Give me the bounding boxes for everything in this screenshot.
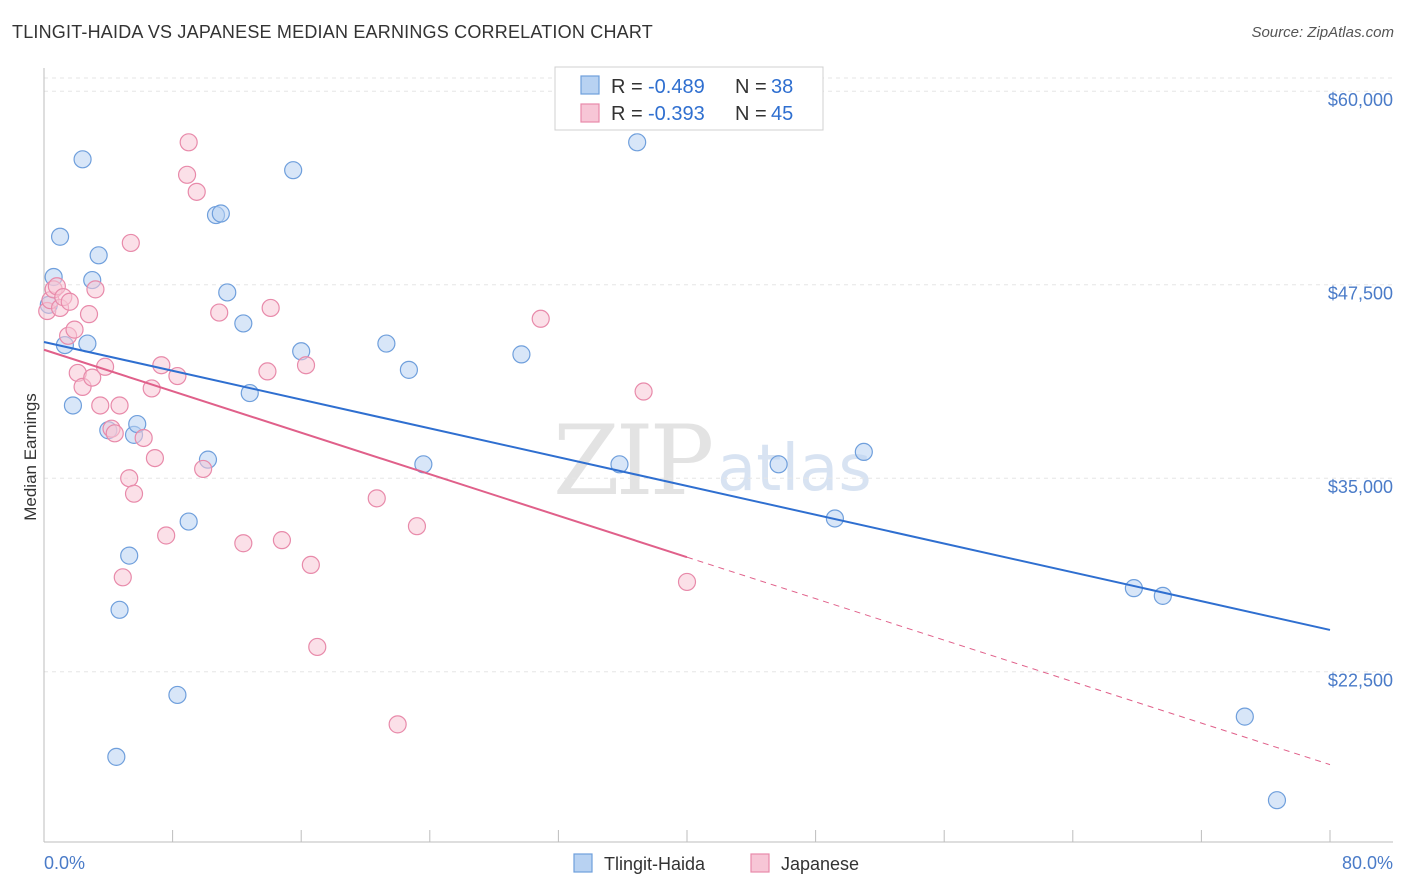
bottom-legend-swatch-tlingit-haida [573,853,593,873]
trend-line-japanese [43,348,688,559]
point-japanese [134,428,153,448]
point-tlingit-haida [399,360,419,379]
legend-n-value-1: 38 [771,76,793,98]
point-japanese [105,424,124,443]
point-tlingit-haida [377,334,396,353]
point-tlingit-haida [854,442,873,462]
legend-r-value-1: -0.489 [648,76,705,98]
legend-box [554,66,824,131]
point-japanese [367,489,386,508]
point-tlingit-haida [1267,791,1287,810]
legend-n-label-1: N = [735,76,767,98]
point-tlingit-haida [63,396,83,415]
point-japanese [113,568,132,587]
point-tlingit-haida [1153,586,1172,605]
trend-line-japanese-extension [686,556,1331,766]
point-japanese [179,133,198,152]
point-tlingit-haida [168,685,187,705]
legend-swatch-japanese [580,103,600,123]
source-label: Source: ZipAtlas.com [1251,24,1394,41]
point-japanese [407,517,427,536]
point-japanese [677,572,697,592]
point-tlingit-haida [610,455,629,474]
point-japanese [272,531,292,550]
point-tlingit-haida [234,314,253,333]
point-japanese [157,526,176,545]
bottom-legend-swatch-japanese [750,853,770,873]
watermark-zip: ZIP [553,405,712,517]
point-japanese [234,534,253,553]
point-japanese [152,356,171,375]
legend-r-label-2: R = [611,103,643,125]
point-tlingit-haida [179,512,198,531]
point-japanese [120,469,139,488]
point-tlingit-haida [211,204,230,223]
y-tick-label: $22,500 [1328,671,1393,691]
series-japanese [38,133,697,734]
point-tlingit-haida [73,150,92,169]
point-tlingit-haida [50,227,70,246]
legend-n-label-2: N = [735,103,767,125]
point-japanese [187,182,206,201]
y-axis-label: Median Earnings [21,393,40,521]
point-tlingit-haida [107,747,126,766]
y-tick-label: $47,500 [1328,284,1393,304]
point-tlingit-haida [218,283,237,302]
point-japanese [142,379,161,398]
y-tick-labels: $60,000 $47,500 $35,000 $22,500 [1328,90,1393,691]
point-japanese [121,233,140,253]
point-tlingit-haida [120,546,139,565]
bottom-legend-label-japanese: Japanese [781,854,859,874]
point-tlingit-haida [89,246,108,265]
watermark-atlas: atlas [717,432,872,506]
point-japanese [194,459,213,479]
point-tlingit-haida [512,345,531,364]
point-japanese [91,396,110,415]
point-tlingit-haida [284,161,303,180]
axes [43,68,1393,843]
point-japanese [634,382,653,401]
point-japanese [79,305,99,324]
point-japanese [388,715,407,734]
point-japanese [308,637,327,657]
point-japanese [65,320,84,339]
point-japanese [258,362,277,381]
point-japanese [177,165,197,184]
legend-n-value-2: 45 [771,103,793,125]
point-japanese [145,448,165,468]
point-japanese [531,309,550,328]
x-tick-label-max: 80.0% [1342,853,1393,873]
bottom-legend-label-tlingit-haida: Tlingit-Haida [604,854,706,874]
y-tick-label: $35,000 [1328,477,1393,497]
point-japanese [261,298,280,318]
point-japanese [86,280,105,299]
point-tlingit-haida [110,600,129,619]
chart-title: TLINGIT-HAIDA VS JAPANESE MEDIAN EARNING… [12,22,653,42]
point-japanese [60,292,79,311]
point-tlingit-haida [769,455,788,474]
y-tick-label: $60,000 [1328,90,1393,110]
point-tlingit-haida [628,133,647,152]
point-japanese [296,356,316,375]
point-tlingit-haida [1235,707,1254,726]
legend-r-label-1: R = [611,76,643,98]
correlation-legend: R = -0.489 N = 38 R = -0.393 N = 45 [554,66,824,131]
point-japanese [210,303,229,322]
point-japanese [124,484,144,503]
point-japanese [83,368,102,387]
legend-swatch-tlingit-haida [580,75,600,95]
trend-line-tlingit-haida [43,341,1331,631]
trend-lines [43,341,1331,766]
legend-r-value-2: -0.393 [648,103,705,125]
grid-lines [44,77,1393,673]
series-legend: Tlingit-Haida Japanese [573,853,859,874]
point-japanese [301,555,320,575]
point-japanese [110,396,129,415]
x-tick-label-min: 0.0% [44,853,85,873]
